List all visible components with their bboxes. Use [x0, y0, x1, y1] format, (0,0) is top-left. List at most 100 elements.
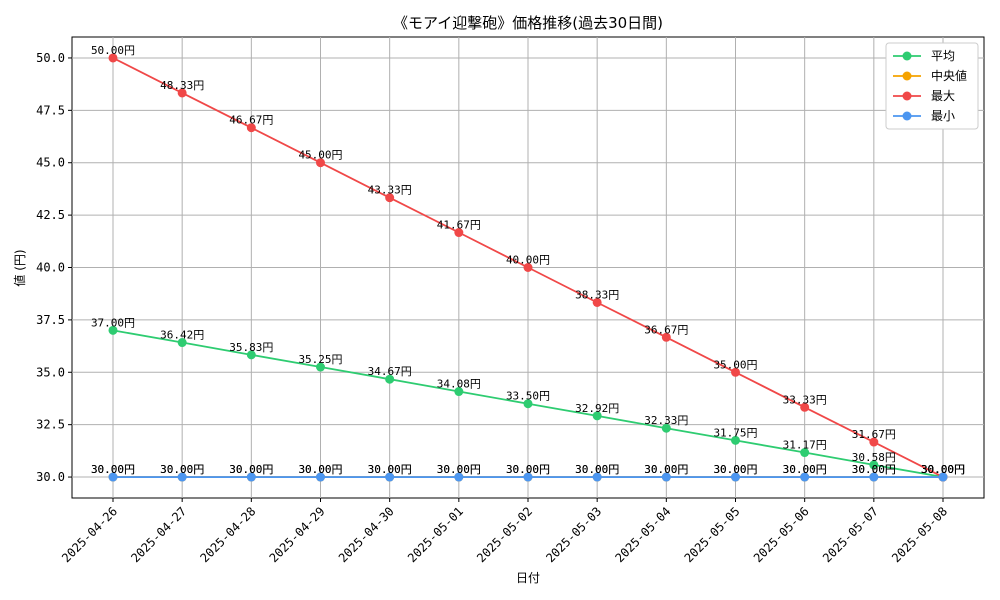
- data-point: [108, 472, 118, 482]
- data-point: [592, 472, 602, 482]
- data-point: [869, 460, 879, 470]
- data-point: [385, 374, 395, 384]
- data-label: 40.00円: [506, 254, 550, 267]
- data-label: 30.00円: [368, 463, 412, 476]
- data-label: 30.00円: [783, 463, 827, 476]
- data-label: 30.00円: [437, 463, 481, 476]
- legend-label: 平均: [931, 49, 955, 63]
- legend-label: 最大: [931, 89, 955, 103]
- data-label: 34.67円: [368, 365, 412, 378]
- data-label: 33.33円: [783, 393, 827, 406]
- data-label: 36.67円: [644, 323, 688, 336]
- data-point: [108, 325, 118, 335]
- data-point: [246, 472, 256, 482]
- data-label: 46.67円: [229, 114, 273, 127]
- legend-box: [885, 42, 979, 130]
- data-label: 35.00円: [713, 358, 757, 371]
- data-label: 30.00円: [783, 463, 827, 476]
- x-tick-label: 2025-05-04: [612, 504, 673, 565]
- data-point: [108, 53, 118, 63]
- legend-marker: [902, 71, 912, 81]
- data-point: [938, 472, 948, 482]
- data-label: 31.17円: [783, 439, 827, 452]
- data-point: [731, 435, 740, 445]
- data-label: 35.25円: [298, 353, 342, 366]
- data-point: [454, 228, 464, 238]
- x-tick-label: 2025-04-30: [336, 504, 397, 565]
- data-point: [592, 411, 602, 421]
- data-label: 36.42円: [160, 329, 204, 342]
- data-point: [385, 472, 395, 482]
- data-label: 30.00円: [91, 463, 135, 476]
- data-label: 33.50円: [506, 390, 550, 403]
- data-label: 34.08円: [437, 378, 481, 391]
- data-label: 30.00円: [506, 463, 550, 476]
- data-label: 30.00円: [921, 463, 965, 476]
- data-point: [177, 338, 187, 348]
- data-label: 30.00円: [713, 463, 757, 476]
- data-point: [731, 367, 740, 377]
- data-point: [454, 387, 464, 397]
- data-label: 31.67円: [852, 428, 896, 441]
- y-tick-label: 50.0: [36, 51, 65, 65]
- data-label: 30.00円: [921, 463, 965, 476]
- data-point: [800, 402, 810, 412]
- data-point: [869, 437, 879, 447]
- data-point: [869, 472, 879, 482]
- data-label: 30.00円: [644, 463, 688, 476]
- data-label: 30.00円: [160, 463, 204, 476]
- data-label: 30.58円: [852, 451, 896, 464]
- legend-label: 中央値: [931, 68, 967, 83]
- data-label: 30.00円: [921, 463, 965, 476]
- data-label: 48.33円: [160, 79, 204, 92]
- data-point: [800, 472, 810, 482]
- x-tick-label: 2025-05-08: [889, 504, 950, 565]
- data-point: [800, 448, 810, 458]
- data-label: 30.00円: [437, 463, 481, 476]
- data-point: [316, 472, 325, 482]
- data-label: 50.00円: [91, 44, 135, 57]
- y-tick-label: 42.5: [36, 208, 65, 222]
- data-point: [177, 472, 187, 482]
- data-point: [523, 399, 533, 409]
- x-tick-label: 2025-05-01: [405, 504, 466, 565]
- y-tick-label: 37.5: [36, 313, 65, 327]
- x-tick-label: 2025-04-26: [59, 504, 120, 565]
- series-group: [108, 53, 948, 482]
- y-axis: 30.0 32.5 35.0 37.5 40.0 42.5 45.0 47.5 50.0: [36, 51, 72, 484]
- y-tick-label: 30.0: [36, 470, 65, 484]
- data-label: 30.00円: [575, 463, 619, 476]
- data-label: 30.00円: [713, 463, 757, 476]
- data-point: [454, 472, 464, 482]
- x-tick-label: 2025-05-06: [751, 504, 812, 565]
- data-point: [592, 297, 602, 307]
- data-point: [661, 332, 671, 342]
- x-tick-label: 2025-04-29: [267, 504, 328, 565]
- data-label: 31.75円: [713, 426, 757, 439]
- data-label: 30.00円: [506, 463, 550, 476]
- x-tick-label: 2025-04-28: [197, 504, 258, 565]
- data-label: 37.00円: [91, 316, 135, 329]
- y-axis-label: 値 (円): [12, 249, 27, 286]
- x-tick-label: 2025-04-27: [128, 504, 189, 565]
- data-label: 38.33円: [575, 288, 619, 301]
- data-label: 43.33円: [368, 184, 412, 197]
- data-label: 30.00円: [298, 463, 342, 476]
- data-label: 41.67円: [437, 219, 481, 232]
- data-point: [661, 472, 671, 482]
- data-labels: 37.00円 36.42円 35.83円 35.25円 34.67円 34.08円 33.5…: [91, 44, 965, 476]
- data-point: [523, 472, 533, 482]
- data-point: [316, 362, 325, 372]
- data-label: 30.00円: [91, 463, 135, 476]
- y-tick-label: 32.5: [36, 418, 65, 432]
- data-label: 30.00円: [644, 463, 688, 476]
- chart-title: 《モアイ迎撃砲》価格推移(過去30日間): [393, 14, 663, 32]
- data-point: [731, 472, 740, 482]
- legend-label: 最小: [931, 109, 955, 123]
- data-label: 32.33円: [644, 414, 688, 427]
- data-label: 30.00円: [298, 463, 342, 476]
- x-tick-label: 2025-05-02: [474, 504, 535, 565]
- data-point: [316, 158, 325, 168]
- y-tick-label: 40.0: [36, 261, 65, 275]
